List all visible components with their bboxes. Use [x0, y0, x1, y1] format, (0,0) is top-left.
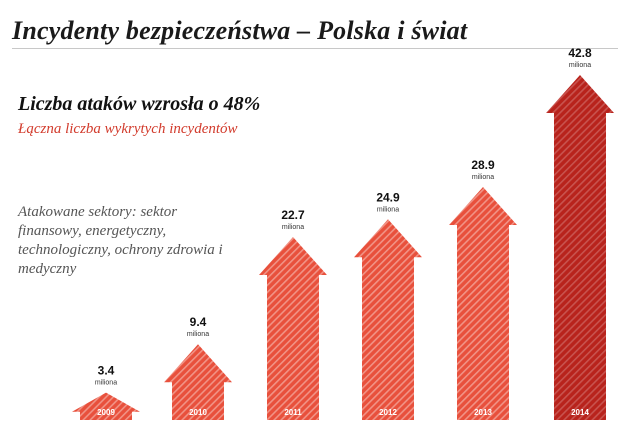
year-label-2011: 2011: [284, 408, 302, 417]
value-label-2010: 9.4: [190, 315, 207, 329]
value-label-2013: 28.9: [471, 158, 495, 172]
arrow-bar-2013: 2013 28.9 miliona: [449, 158, 517, 420]
chart-subheadline: Łączna liczba wykrytych incydentów: [18, 121, 238, 137]
page-title: Incydenty bezpieczeństwa – Polska i świa…: [12, 16, 468, 45]
arrow-bar-2010: 2010 9.4 miliona: [164, 315, 232, 420]
arrow-shape-2012: [354, 219, 422, 420]
chart-headline: Liczba ataków wzrosła o 48%: [18, 93, 261, 115]
unit-label-2013: miliona: [472, 174, 494, 181]
arrow-bar-2009: 2009 3.4 miliona: [72, 364, 140, 420]
unit-label-2009: miliona: [95, 380, 117, 387]
value-label-2009: 3.4: [98, 364, 115, 378]
title-divider: [12, 48, 618, 49]
sectors-note: Atakowane sektory: sektor finansowy, ene…: [18, 204, 223, 277]
value-label-2014: 42.8: [568, 46, 592, 60]
year-label-2012: 2012: [379, 408, 397, 417]
arrow-shape-2013: [449, 187, 517, 420]
value-label-2012: 24.9: [376, 190, 400, 204]
arrow-shape-2014: [546, 75, 614, 420]
year-label-2009: 2009: [97, 408, 115, 417]
arrow-bar-2012: 2012 24.9 miliona: [354, 190, 422, 420]
year-label-2013: 2013: [474, 408, 492, 417]
value-label-2011: 22.7: [281, 208, 305, 222]
arrow-shape-2009: [72, 392, 140, 420]
arrow-shape-2010: [164, 344, 232, 420]
unit-label-2012: miliona: [377, 206, 399, 213]
unit-label-2010: miliona: [187, 331, 209, 338]
year-label-2010: 2010: [189, 408, 207, 417]
unit-label-2014: miliona: [569, 62, 591, 69]
arrow-bar-2014: 2014 42.8 miliona: [546, 46, 614, 420]
unit-label-2011: miliona: [282, 224, 304, 231]
arrow-shape-2011: [259, 237, 327, 420]
year-label-2014: 2014: [571, 408, 589, 417]
arrow-bar-2011: 2011 22.7 miliona: [259, 208, 327, 420]
